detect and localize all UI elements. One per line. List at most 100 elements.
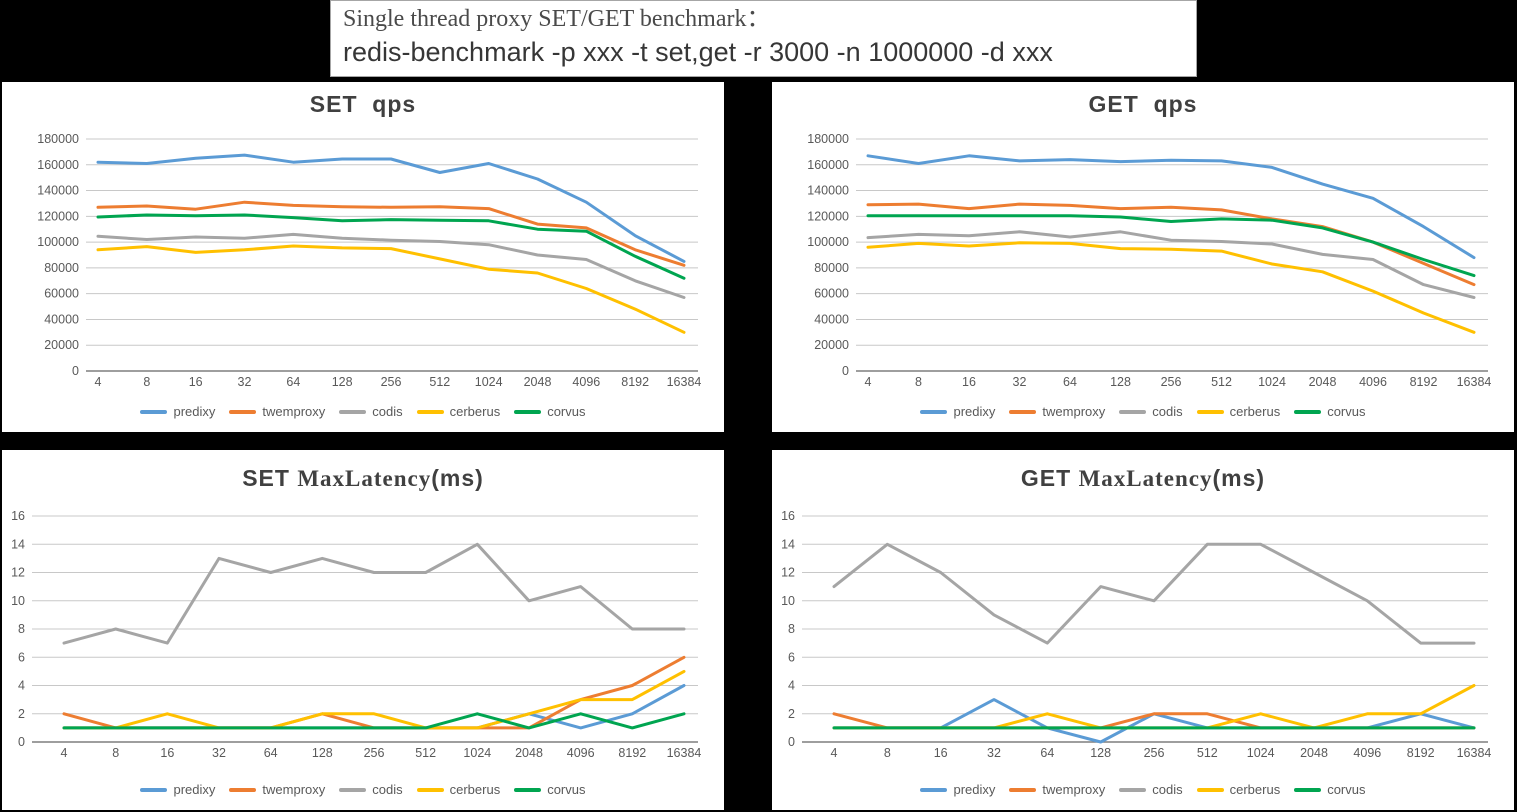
- legend-item-codis: codis: [339, 782, 403, 797]
- legend-line-swatch: [140, 787, 168, 792]
- legend-item-codis: codis: [339, 404, 403, 419]
- legend-label: cerberus: [449, 782, 501, 797]
- x-tick-label: 1024: [1258, 375, 1286, 389]
- x-tick-label: 1024: [475, 375, 503, 389]
- legend-item-predixy: predixy: [920, 404, 995, 419]
- banner-command-line: redis-benchmark -p xxx -t set,get -r 300…: [343, 37, 1053, 67]
- y-tick-label: 14: [781, 537, 795, 551]
- x-tick-label: 64: [1040, 746, 1054, 760]
- y-tick-label: 60000: [44, 287, 79, 301]
- legend-label: codis: [372, 782, 403, 797]
- x-tick-label: 4096: [567, 746, 595, 760]
- x-tick-label: 4096: [1353, 746, 1381, 760]
- chart-title-part: GET qps: [1088, 91, 1198, 117]
- set-maxlatency-title: SET MaxLatency(ms): [2, 465, 724, 492]
- get-qps-title: GET qps: [772, 91, 1514, 118]
- x-tick-label: 4: [831, 746, 838, 760]
- x-tick-label: 8: [112, 746, 119, 760]
- y-tick-label: 16: [11, 509, 25, 523]
- legend-label: cerberus: [449, 404, 501, 419]
- legend-label: cerberus: [1229, 782, 1281, 797]
- legend-line-swatch: [1294, 409, 1322, 414]
- x-tick-label: 512: [1197, 746, 1218, 760]
- x-tick-label: 512: [1211, 375, 1232, 389]
- series-line-cerberus: [866, 241, 1476, 334]
- x-tick-label: 8192: [621, 375, 649, 389]
- y-tick-label: 180000: [37, 132, 79, 146]
- chart-title-part: SET: [242, 465, 298, 491]
- chart-title-part: GET: [1020, 465, 1079, 491]
- legend-label: codis: [1152, 404, 1183, 419]
- legend-label: twemproxy: [262, 404, 326, 419]
- y-tick-label: 140000: [37, 184, 79, 198]
- legend-line-swatch: [1009, 409, 1037, 414]
- x-tick-label: 16384: [1457, 746, 1492, 760]
- y-tick-label: 0: [72, 364, 79, 378]
- x-tick-label: 128: [332, 375, 353, 389]
- x-tick-label: 64: [1063, 375, 1077, 389]
- y-tick-label: 160000: [807, 158, 849, 172]
- series-line-predixy: [832, 698, 1476, 744]
- x-tick-label: 64: [286, 375, 300, 389]
- y-tick-label: 80000: [814, 261, 849, 275]
- x-tick-label: 16384: [667, 746, 702, 760]
- x-tick-label: 2048: [515, 746, 543, 760]
- set-qps-legend: predixy twemproxy codis cerberus corvus: [2, 404, 724, 419]
- y-tick-label: 8: [788, 622, 795, 636]
- get-maxlatency-title: GET MaxLatency(ms): [772, 465, 1514, 492]
- y-tick-label: 4: [788, 679, 795, 693]
- legend-line-swatch: [229, 409, 257, 414]
- x-tick-label: 8: [915, 375, 922, 389]
- y-tick-label: 0: [788, 735, 795, 749]
- series-line-corvus: [62, 712, 686, 730]
- x-tick-label: 16: [934, 746, 948, 760]
- series-line-codis: [866, 230, 1476, 299]
- x-tick-label: 8192: [1407, 746, 1435, 760]
- legend-label: predixy: [953, 404, 996, 419]
- chart-title-part: (ms): [431, 465, 484, 491]
- legend-label: corvus: [547, 782, 586, 797]
- y-tick-label: 0: [842, 364, 849, 378]
- legend-line-swatch: [339, 409, 367, 414]
- x-tick-label: 4096: [1359, 375, 1387, 389]
- legend-item-twemproxy: twemproxy: [229, 782, 325, 797]
- x-tick-label: 16: [962, 375, 976, 389]
- get-qps-plot: 180000 160000 140000 120000 100000 80000 60000…: [807, 132, 1491, 389]
- x-tick-label: 4: [865, 375, 872, 389]
- x-tick-label: 4096: [572, 375, 600, 389]
- legend-item-corvus: corvus: [514, 404, 586, 419]
- y-tick-label: 80000: [44, 261, 79, 275]
- legend-label: corvus: [1327, 404, 1366, 419]
- y-tick-label: 180000: [807, 132, 849, 146]
- legend-line-swatch: [140, 409, 168, 414]
- y-tick-label: 140000: [807, 184, 849, 198]
- legend-item-twemproxy: twemproxy: [1009, 782, 1105, 797]
- y-tick-label: 160000: [37, 158, 79, 172]
- legend-item-cerberus: cerberus: [1196, 404, 1280, 419]
- y-tick-label: 100000: [37, 235, 79, 249]
- x-tick-label: 8: [884, 746, 891, 760]
- legend-item-twemproxy: twemproxy: [1009, 404, 1105, 419]
- y-tick-label: 6: [788, 650, 795, 664]
- chart-panel-set-maxlatency: SET MaxLatency(ms) 16 14 12 10 8 6 4 2 0 4 8 16 32 64 1…: [2, 450, 724, 810]
- x-tick-label: 128: [1090, 746, 1111, 760]
- x-tick-label: 32: [987, 746, 1001, 760]
- legend-label: predixy: [173, 404, 216, 419]
- y-tick-label: 40000: [44, 312, 79, 326]
- legend-line-swatch: [229, 787, 257, 792]
- legend-item-corvus: corvus: [514, 782, 586, 797]
- legend-line-swatch: [1119, 787, 1147, 792]
- y-tick-label: 20000: [44, 338, 79, 352]
- legend-label: codis: [1152, 782, 1183, 797]
- x-tick-label: 2048: [524, 375, 552, 389]
- chart-panel-get-qps: GET qps 180000 160000 140000 120000 100000 800…: [772, 82, 1514, 432]
- y-tick-label: 60000: [814, 287, 849, 301]
- y-tick-label: 0: [18, 735, 25, 749]
- chart-panel-set-qps: SET qps 180000 160000 140000 120000 100000 800…: [2, 82, 724, 432]
- y-tick-label: 12: [11, 566, 25, 580]
- y-tick-label: 2: [18, 707, 25, 721]
- legend-line-swatch: [1196, 409, 1224, 414]
- legend-label: twemproxy: [262, 782, 326, 797]
- series-line-corvus: [866, 214, 1476, 278]
